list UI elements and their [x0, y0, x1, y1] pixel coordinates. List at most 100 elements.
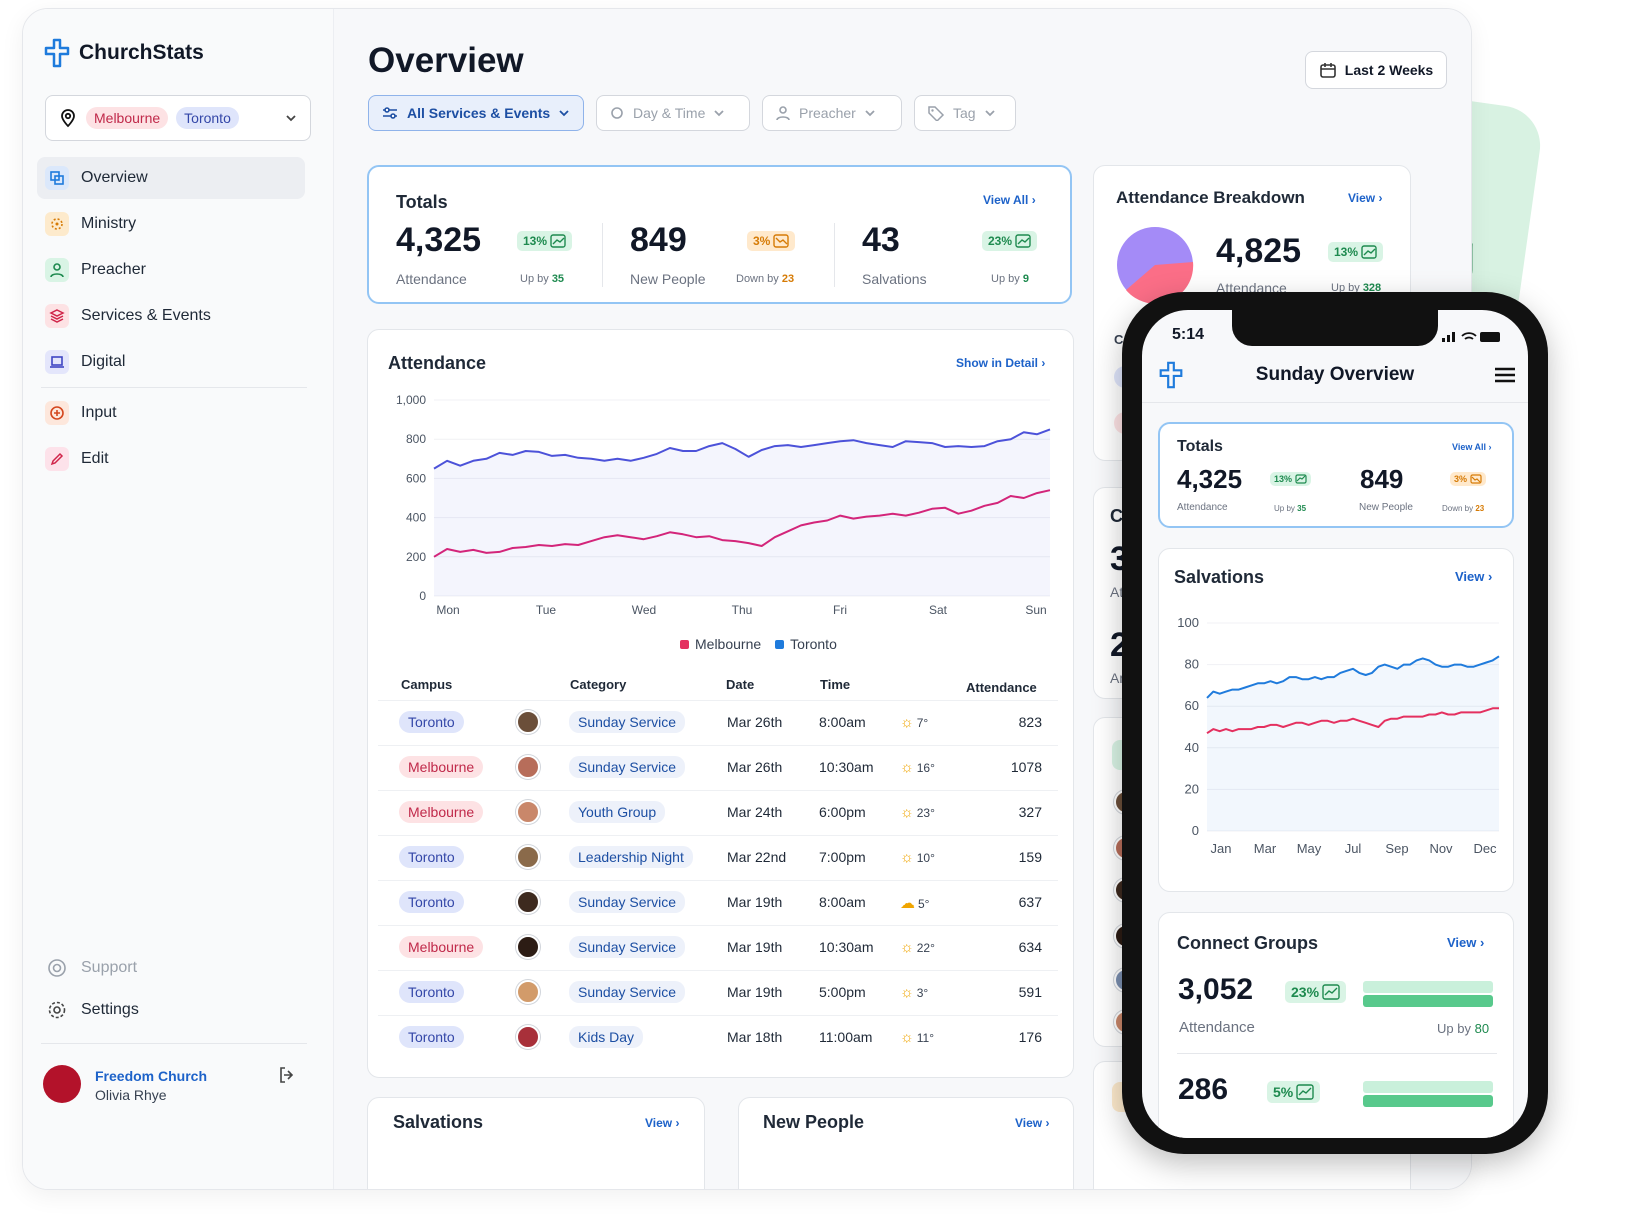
change-value: 328 — [1362, 282, 1382, 294]
weather-temp: 5° — [918, 897, 930, 911]
nav-label: Digital — [81, 353, 126, 370]
totals-title: Totals — [396, 192, 448, 212]
lifebuoy-icon — [45, 956, 69, 980]
weather-temp: 10° — [916, 851, 935, 865]
link-label: Show in Detail — [956, 356, 1039, 370]
chart-legend: Melbourne Toronto — [680, 636, 837, 652]
filter-label: Tag — [953, 105, 976, 121]
col-header-attendance[interactable]: Attendance — [966, 680, 1037, 695]
nav-digital[interactable]: Digital — [37, 341, 305, 383]
link-label: View All — [1452, 442, 1487, 452]
y-tick-label: 1,000 — [396, 393, 426, 407]
y-tick-label: 600 — [406, 471, 426, 485]
chevron-down-icon — [865, 110, 875, 117]
legend-label: Melbourne — [695, 636, 762, 652]
hamburger-menu-icon[interactable] — [1494, 366, 1516, 384]
col-header-campus[interactable]: Campus — [401, 677, 453, 692]
nav-ministry[interactable]: Ministry — [37, 203, 305, 245]
show-in-detail-link[interactable]: Show in Detail › — [956, 356, 1046, 370]
phone-salvations-card: Salvations View › 0 20 40 60 80 100 Jan Mar May J… — [1158, 548, 1514, 892]
x-tick-label: May — [1297, 841, 1322, 856]
weather-temp: 7° — [916, 716, 929, 730]
logout-icon[interactable] — [277, 1065, 297, 1085]
sun-icon: ☼ — [900, 714, 914, 731]
attendance-cell: 327 — [1018, 804, 1042, 820]
attendance-card: Attendance Show in Detail › 0 200 400 600 80… — [367, 329, 1074, 1078]
connect-divider — [1177, 1053, 1497, 1054]
weather-cell: ☼ 7° — [900, 714, 928, 731]
weather-cell: ☼ 3° — [900, 984, 928, 1001]
breakdown-badge: 13% — [1328, 242, 1384, 262]
weather-temp: 3° — [916, 986, 929, 1000]
trend-up-icon — [1296, 1084, 1314, 1100]
attendance-cell: 1078 — [1010, 759, 1042, 775]
nav-services-events[interactable]: Services & Events — [37, 295, 305, 337]
salvations-card-title: Salvations — [393, 1112, 484, 1132]
badge-value: 3% — [753, 234, 771, 248]
x-tick-label: Thu — [732, 603, 753, 617]
category-tag: Sunday Service — [569, 711, 686, 733]
church-name-link[interactable]: Freedom Church — [95, 1068, 208, 1084]
col-header-category[interactable]: Category — [570, 677, 627, 692]
x-tick-label: Mar — [1254, 841, 1277, 856]
salvations-view-link[interactable]: View › — [645, 1116, 680, 1130]
table-row[interactable]: Melbourne Youth Group Mar 24th 6:00pm ☼ 23° 32… — [378, 790, 1058, 834]
church-cross-icon[interactable] — [1156, 360, 1186, 390]
phone-view-all-link[interactable]: View All › — [1452, 442, 1492, 452]
view-all-link[interactable]: View All › — [983, 193, 1036, 207]
badge-value: 13% — [1334, 245, 1359, 259]
nav-edit[interactable]: Edit — [37, 438, 305, 480]
breakdown-view-link[interactable]: View › — [1348, 191, 1383, 205]
filter-services-events[interactable]: All Services & Events — [368, 95, 584, 131]
category-tag: Youth Group — [569, 801, 666, 823]
legend-melbourne: Melbourne — [680, 636, 761, 652]
status-time: 5:14 — [1172, 326, 1205, 343]
badge-value: 23% — [988, 234, 1013, 248]
table-row[interactable]: Toronto Sunday Service Mar 19th 8:00am ☁ 5° 63… — [378, 880, 1058, 924]
table-row[interactable]: Toronto Sunday Service Mar 26th 8:00am ☼ 7° 82… — [378, 700, 1058, 744]
nav-input[interactable]: Input — [37, 392, 305, 434]
nav-support[interactable]: Support — [37, 947, 305, 989]
attendance-cell: 823 — [1018, 714, 1042, 730]
nav-overview[interactable]: Overview — [37, 157, 305, 199]
table-row[interactable]: Melbourne Sunday Service Mar 19th 10:30am ☼ 2… — [378, 925, 1058, 969]
campus-tag: Toronto — [399, 981, 464, 1003]
chevron-down-icon — [286, 115, 296, 122]
location-selector[interactable]: Melbourne Toronto — [45, 95, 311, 141]
filter-preacher[interactable]: Preacher — [762, 95, 902, 131]
chevron-down-icon — [559, 110, 569, 117]
location-tag-melbourne[interactable]: Melbourne — [86, 107, 169, 129]
nav-label: Preacher — [81, 261, 146, 278]
table-row[interactable]: Toronto Leadership Night Mar 22nd 7:00pm ☼ 10… — [378, 835, 1058, 879]
nav-settings[interactable]: Settings — [37, 989, 305, 1031]
nav-divider — [41, 387, 307, 388]
campus-tag: Toronto — [399, 711, 464, 733]
filter-day-time[interactable]: Day & Time — [596, 95, 750, 131]
phone-new-people-change: Down by 23 — [1442, 504, 1484, 513]
col-header-time[interactable]: Time — [820, 677, 851, 692]
series-line-toronto — [433, 428, 1051, 470]
sun-icon: ☼ — [900, 1029, 914, 1046]
col-header-date[interactable]: Date — [726, 677, 755, 692]
new-people-card-title: New People — [763, 1112, 865, 1132]
new-people-view-link[interactable]: View › — [1015, 1116, 1050, 1130]
date-range-button[interactable]: Last 2 Weeks — [1305, 51, 1447, 89]
change-text: Up by — [1331, 282, 1360, 294]
filter-label: Preacher — [799, 105, 856, 121]
table-row[interactable]: Melbourne Sunday Service Mar 26th 10:30am ☼ 1… — [378, 745, 1058, 789]
filter-tag[interactable]: Tag — [914, 95, 1016, 131]
attendance-total: 4,325 — [396, 221, 482, 259]
weather-cell: ☼ 16° — [900, 759, 935, 776]
table-row[interactable]: Toronto Kids Day Mar 18th 11:00am ☼ 11° 176 — [378, 1015, 1058, 1059]
date-range-label: Last 2 Weeks — [1344, 62, 1434, 78]
nav-preacher[interactable]: Preacher — [37, 249, 305, 291]
campus-tag: Toronto — [399, 891, 464, 913]
salvations-label: Salvations — [862, 271, 927, 287]
location-tag-toronto[interactable]: Toronto — [176, 107, 239, 129]
phone-salvations-view-link[interactable]: View › — [1455, 569, 1493, 584]
brand-logo[interactable]: ChurchStats — [41, 37, 204, 69]
legend-swatch — [680, 640, 689, 649]
time-cell: 10:30am — [819, 939, 874, 955]
table-row[interactable]: Toronto Sunday Service Mar 19th 5:00pm ☼ 3° 59… — [378, 970, 1058, 1014]
phone-connect-view-link[interactable]: View › — [1447, 935, 1485, 950]
